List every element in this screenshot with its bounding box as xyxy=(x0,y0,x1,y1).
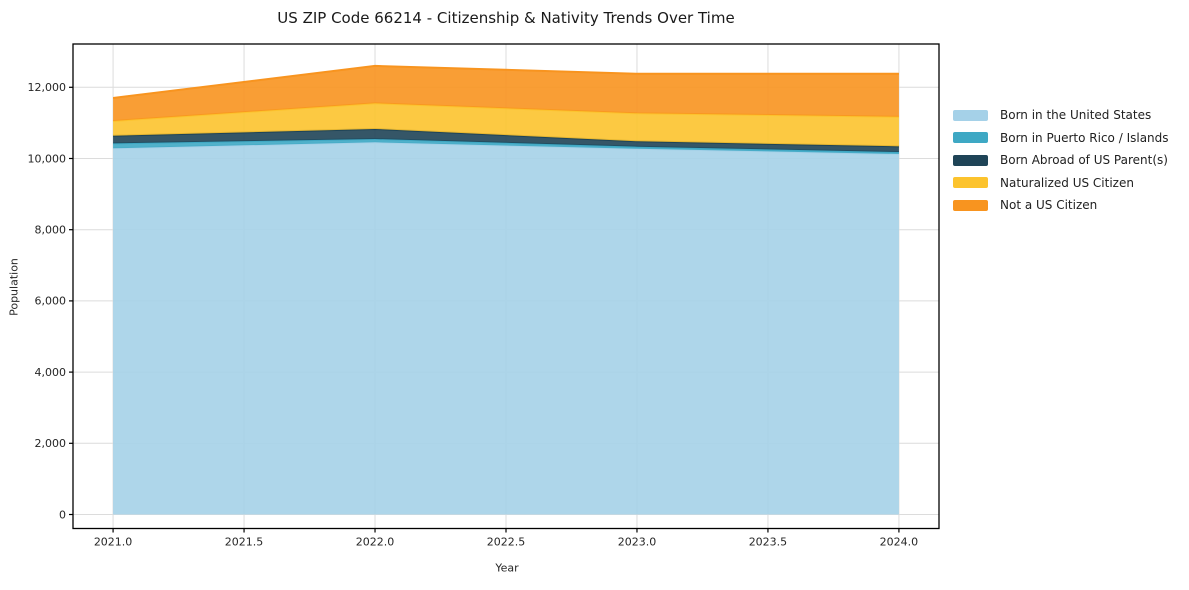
y-tick-label: 4,000 xyxy=(35,366,67,379)
area-born-in-puerto-rico-islands xyxy=(113,138,899,155)
legend-swatch-icon xyxy=(953,132,988,144)
legend-item-born-in-puerto-rico-islands: Born in Puerto Rico / Islands xyxy=(953,127,1169,150)
legend-label: Born in the United States xyxy=(1000,108,1152,123)
x-tick-label: 2021.5 xyxy=(225,536,264,549)
legend-item-naturalized-us-citizen: Naturalized US Citizen xyxy=(953,172,1169,195)
legend-swatch-icon xyxy=(953,109,988,121)
x-tick-label: 2022.5 xyxy=(487,536,526,549)
x-tick-label: 2024.0 xyxy=(880,536,919,549)
x-tick-label: 2023.5 xyxy=(749,536,788,549)
legend-label: Born Abroad of US Parent(s) xyxy=(1000,153,1168,168)
legend: Born in the United States Born in Puerto … xyxy=(953,104,1169,217)
x-axis-label: Year xyxy=(495,561,519,575)
y-tick-label: 2,000 xyxy=(35,437,67,450)
y-tick-label: 6,000 xyxy=(35,295,67,308)
area-born-abroad-of-us-parent-s xyxy=(113,128,899,153)
legend-label: Born in Puerto Rico / Islands xyxy=(1000,130,1169,145)
x-tick-label: 2023.0 xyxy=(618,536,657,549)
area-naturalized-us-citizen xyxy=(113,103,899,147)
legend-swatch-icon xyxy=(953,154,988,166)
x-tick-label: 2021.0 xyxy=(94,536,133,549)
legend-label: Naturalized US Citizen xyxy=(1000,175,1134,190)
area-born-in-the-united-states xyxy=(113,142,899,515)
y-tick-label: 0 xyxy=(59,508,66,521)
legend-item-not-a-us-citizen: Not a US Citizen xyxy=(953,194,1169,217)
y-tick-label: 12,000 xyxy=(28,81,67,94)
legend-label: Not a US Citizen xyxy=(1000,198,1098,213)
chart-title: US ZIP Code 66214 - Citizenship & Nativi… xyxy=(277,9,735,27)
legend-item-born-in-the-united-states: Born in the United States xyxy=(953,104,1169,127)
x-tick-label: 2022.0 xyxy=(356,536,395,549)
area-not-a-us-citizen xyxy=(113,65,899,121)
y-tick-label: 8,000 xyxy=(35,223,67,236)
legend-swatch-icon xyxy=(953,199,988,211)
legend-item-born-abroad-of-us-parent-s: Born Abroad of US Parent(s) xyxy=(953,149,1169,172)
legend-swatch-icon xyxy=(953,177,988,189)
y-tick-label: 10,000 xyxy=(28,152,67,165)
area-edge-not-a-us-citizen xyxy=(112,64,899,99)
